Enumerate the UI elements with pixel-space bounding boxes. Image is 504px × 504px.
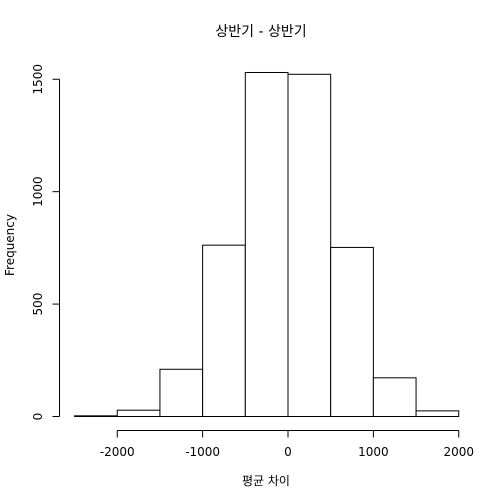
y-tick-label: 1500: [31, 64, 45, 95]
x-tick-label: -2000: [100, 445, 135, 459]
histogram-bar: [330, 246, 374, 417]
histogram-bar: [287, 73, 332, 417]
histogram-bar: [244, 71, 289, 418]
histogram-bar: [415, 410, 460, 418]
histogram-bar: [372, 377, 417, 417]
y-axis: 0 500 1000 1500: [31, 64, 60, 420]
x-tick-label: -1000: [185, 445, 220, 459]
x-tick-label: 0: [284, 445, 292, 459]
x-axis-label: 평균 차이: [242, 474, 290, 488]
x-axis: -2000 -1000 0 1000 2000: [100, 430, 474, 459]
y-tick-label: 0: [31, 413, 45, 421]
histogram-bar: [116, 409, 161, 418]
y-tick-label: 500: [31, 293, 45, 316]
y-axis-label: Frequency: [3, 214, 17, 276]
histogram-bar: [159, 368, 204, 417]
histogram-bar: [74, 415, 118, 417]
y-tick-label: 1000: [31, 176, 45, 207]
bars-group: [74, 71, 460, 418]
histogram-bar: [202, 244, 246, 417]
x-tick-label: 2000: [443, 445, 474, 459]
chart-title: 상반기 - 상반기: [215, 24, 306, 40]
x-tick-label: 1000: [358, 445, 389, 459]
